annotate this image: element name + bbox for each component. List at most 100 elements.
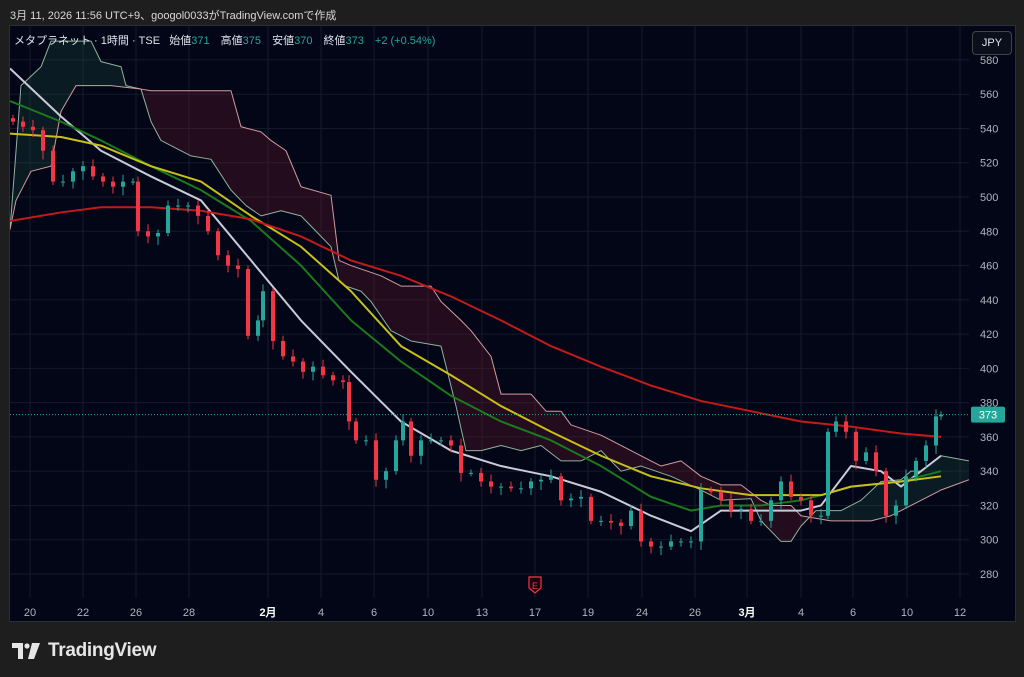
candle-body bbox=[844, 421, 848, 432]
candle-body bbox=[394, 440, 398, 472]
symbol-label[interactable]: メタプラネット · 1時間 · TSE bbox=[14, 35, 161, 47]
candle-body bbox=[236, 265, 240, 269]
candle-body bbox=[689, 541, 693, 543]
candle bbox=[331, 371, 335, 386]
candle-body bbox=[261, 291, 265, 321]
candle bbox=[131, 178, 135, 186]
cloud-segment bbox=[845, 505, 850, 521]
cloud-segment bbox=[230, 90, 235, 195]
cloud-segment bbox=[190, 90, 195, 157]
cloud-segment bbox=[525, 394, 530, 450]
candle-body bbox=[256, 320, 260, 336]
x-tick-label: 28 bbox=[183, 607, 195, 619]
candle-body bbox=[834, 421, 838, 432]
cloud-segment bbox=[165, 90, 170, 146]
candle bbox=[739, 505, 743, 520]
x-tick-label: 20 bbox=[24, 607, 36, 619]
candle-body bbox=[41, 130, 45, 151]
price-chart[interactable]: 2803003203403603804004204404604805005205… bbox=[10, 26, 1017, 623]
candle-body bbox=[226, 255, 230, 266]
cloud-segment bbox=[215, 90, 220, 174]
candle-body bbox=[61, 181, 65, 183]
candle-body bbox=[934, 416, 938, 446]
cloud-segment bbox=[155, 90, 160, 139]
cloud-segment bbox=[385, 277, 390, 330]
candle bbox=[311, 361, 315, 381]
candle bbox=[479, 467, 483, 487]
cloud-segment bbox=[255, 130, 260, 216]
candle bbox=[21, 116, 25, 132]
candle-body bbox=[301, 361, 305, 372]
cloud-segment bbox=[235, 105, 240, 200]
candle bbox=[499, 483, 503, 496]
candle bbox=[364, 435, 368, 446]
candle-body bbox=[91, 166, 95, 177]
cloud-segment bbox=[675, 461, 680, 481]
cloud-segment bbox=[785, 505, 790, 542]
candle bbox=[374, 433, 378, 487]
cloud-segment bbox=[835, 510, 840, 521]
cloud-segment bbox=[965, 460, 969, 482]
cloud-segment bbox=[775, 505, 780, 541]
candle bbox=[509, 481, 513, 492]
cloud-segment bbox=[240, 123, 245, 205]
candle bbox=[834, 416, 838, 437]
cloud-segment bbox=[630, 450, 635, 469]
y-tick-label: 360 bbox=[980, 432, 998, 444]
candle bbox=[619, 519, 623, 535]
chart-caption: 3月 11, 2026 11:56 UTC+9、googol0033がTradi… bbox=[10, 10, 337, 22]
candle bbox=[71, 167, 75, 189]
cloud-segment bbox=[175, 90, 180, 151]
candle bbox=[101, 173, 105, 187]
candle-body bbox=[166, 205, 170, 233]
candle-body bbox=[384, 471, 388, 480]
cloud-segment bbox=[665, 463, 670, 476]
cloud-segment bbox=[70, 41, 75, 96]
candle bbox=[354, 418, 358, 444]
cloud-segment bbox=[365, 270, 370, 301]
candle-body bbox=[271, 291, 275, 341]
candle bbox=[719, 486, 723, 506]
candle bbox=[196, 200, 200, 225]
y-tick-label: 520 bbox=[980, 158, 998, 170]
cloud-segment bbox=[35, 67, 40, 171]
cloud-segment bbox=[735, 484, 740, 500]
candle bbox=[689, 536, 693, 549]
x-tick-label: 13 bbox=[476, 607, 488, 619]
cloud-segment bbox=[485, 348, 490, 450]
candle-body bbox=[914, 460, 918, 477]
cloud-segment bbox=[585, 429, 590, 459]
y-tick-label: 500 bbox=[980, 192, 998, 204]
earnings-marker-shape bbox=[528, 576, 542, 594]
cloud-segment bbox=[205, 90, 210, 160]
candle-body bbox=[136, 181, 140, 232]
cloud-segment bbox=[245, 127, 250, 209]
x-tick-label: 10 bbox=[422, 607, 434, 619]
y-tick-label: 420 bbox=[980, 329, 998, 341]
candle-body bbox=[629, 510, 633, 527]
chart-panel[interactable]: 280 300 320 340 360 380 400 420 440 460 480 500 520 5… bbox=[9, 25, 1016, 622]
x-tick-label: 4 bbox=[798, 607, 804, 619]
candle-body bbox=[71, 171, 75, 182]
cloud-segment bbox=[300, 184, 305, 220]
candle bbox=[589, 493, 593, 525]
cloud-segment bbox=[400, 285, 405, 338]
cloud-segment bbox=[660, 465, 665, 475]
x-tick-label: 12 bbox=[954, 607, 966, 619]
currency-button[interactable]: JPY bbox=[972, 31, 1012, 55]
cloud-segment bbox=[865, 491, 870, 521]
cloud-segment bbox=[745, 487, 750, 499]
y-tick-label: 440 bbox=[980, 295, 998, 307]
cloud-segment bbox=[475, 335, 480, 451]
candle bbox=[291, 349, 295, 367]
cloud-segment bbox=[695, 471, 700, 490]
cloud-segment bbox=[95, 49, 100, 86]
candle bbox=[121, 174, 125, 196]
candle-body bbox=[206, 215, 210, 232]
earnings-marker-icon[interactable]: E bbox=[528, 576, 542, 594]
cloud-segment bbox=[790, 505, 795, 542]
candle-body bbox=[331, 375, 335, 381]
tradingview-logo[interactable]: TradingView bbox=[12, 640, 157, 662]
cloud-segment bbox=[815, 510, 820, 519]
cloud-segment bbox=[500, 390, 505, 447]
